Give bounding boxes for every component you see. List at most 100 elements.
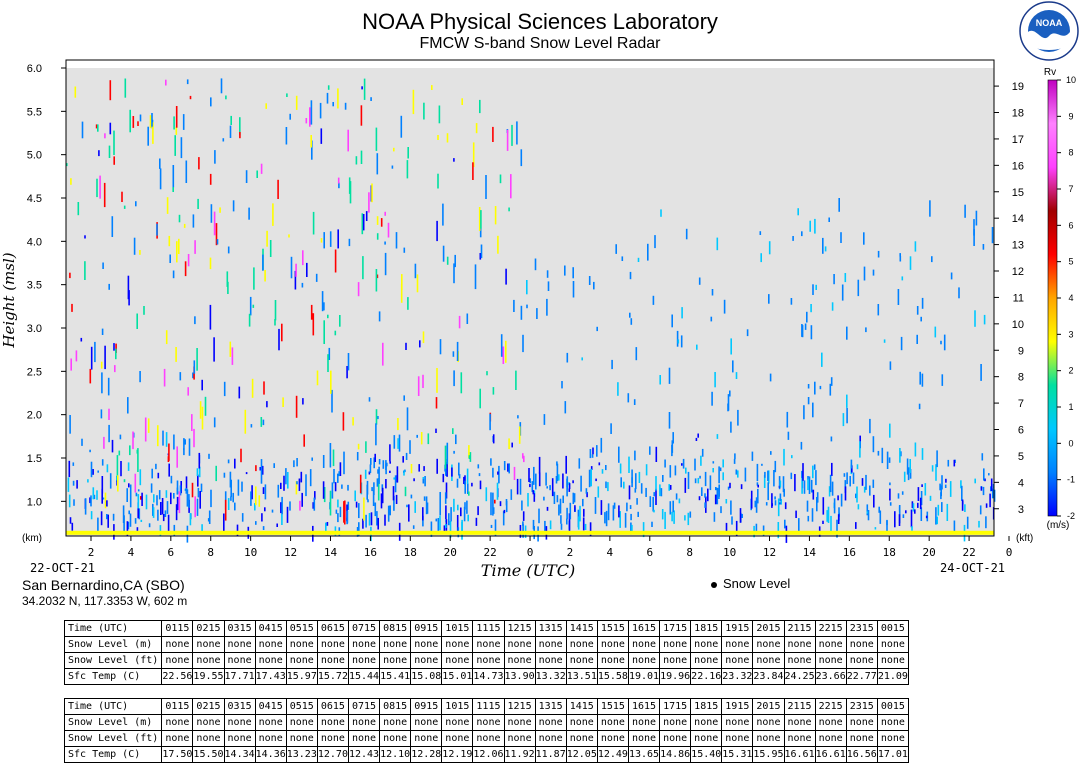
radar-echo [403, 247, 406, 253]
radar-echo [863, 266, 866, 281]
radar-echo [320, 238, 323, 243]
radar-echo [213, 211, 216, 236]
radar-echo [897, 493, 900, 499]
radar-echo [209, 257, 212, 270]
x-tick-label: 8 [686, 546, 693, 559]
radar-echo [445, 524, 447, 528]
radar-echo [315, 273, 318, 282]
radar-echo [654, 235, 656, 249]
radar-echo [533, 466, 535, 485]
radar-echo [347, 484, 349, 491]
radar-echo [301, 492, 303, 507]
radar-echo [517, 415, 519, 419]
radar-echo [348, 238, 351, 247]
radar-echo [909, 459, 911, 473]
radar-echo [157, 425, 159, 447]
radar-echo [961, 499, 964, 511]
radar-echo [281, 323, 283, 342]
table-cell: none [441, 636, 474, 653]
radar-echo [803, 405, 805, 420]
table-cell: none [534, 714, 567, 731]
radar-echo [466, 468, 469, 484]
table-cell: none [690, 652, 723, 669]
radar-echo [162, 430, 164, 446]
table-cell: 1415 [565, 620, 598, 637]
radar-echo [185, 488, 188, 494]
radar-echo [191, 482, 194, 498]
x-tick-label: 12 [763, 546, 776, 559]
table-cell: none [721, 652, 754, 669]
radar-echo [401, 274, 403, 290]
radar-echo [490, 524, 493, 528]
table-cell: 17.01 [876, 746, 909, 763]
radar-echo [734, 453, 736, 460]
radar-echo [175, 126, 178, 135]
radar-echo [588, 276, 591, 285]
radar-echo [332, 102, 334, 107]
radar-echo [102, 497, 105, 500]
row-label: Time (UTC) [63, 620, 163, 637]
radar-echo [166, 197, 169, 214]
radar-echo [101, 488, 103, 504]
radar-echo [337, 473, 339, 483]
table-cell: none [254, 652, 287, 669]
radar-echo [123, 205, 126, 209]
snow-level-marker-icon [711, 581, 717, 588]
radar-echo [368, 192, 370, 213]
table-cell: none [814, 730, 847, 747]
radar-echo [140, 496, 142, 500]
radar-echo [84, 498, 87, 515]
radar-echo [223, 513, 225, 531]
radar-echo [975, 210, 978, 226]
table-cell: none [379, 636, 412, 653]
radar-echo [830, 377, 833, 386]
radar-echo [591, 454, 594, 458]
radar-echo [255, 465, 257, 472]
radar-echo [416, 274, 419, 293]
radar-echo [722, 472, 724, 481]
radar-echo [337, 513, 339, 523]
colorbar-tick-label: 10 [1066, 75, 1076, 85]
radar-echo [423, 496, 426, 501]
radar-echo [675, 493, 678, 500]
radar-echo [93, 494, 96, 500]
table-cell: none [752, 730, 785, 747]
radar-echo [865, 327, 867, 333]
radar-echo [831, 481, 834, 496]
radar-echo [285, 468, 287, 485]
radar-echo [526, 304, 528, 309]
radar-echo [157, 509, 159, 521]
radar-echo [678, 498, 681, 504]
radar-echo [727, 486, 730, 490]
radar-echo [804, 323, 807, 330]
x-tick-label: 2 [88, 546, 95, 559]
radar-echo [286, 506, 289, 523]
radar-echo [454, 254, 456, 268]
radar-echo [156, 223, 158, 236]
table-cell: 12.70 [316, 746, 349, 763]
radar-echo [343, 451, 345, 475]
radar-echo [812, 489, 815, 500]
radar-echo [581, 357, 583, 361]
radar-echo [197, 198, 199, 209]
radar-echo [461, 519, 463, 537]
radar-echo [866, 511, 869, 514]
table-cell: none [845, 730, 878, 747]
radar-echo [376, 233, 379, 240]
radar-echo [134, 473, 137, 493]
radar-echo [106, 500, 108, 507]
radar-echo [76, 480, 78, 489]
radar-echo [101, 372, 103, 394]
radar-echo [223, 381, 226, 397]
radar-echo [564, 265, 566, 276]
radar-echo [342, 412, 345, 431]
radar-echo [566, 352, 569, 363]
radar-echo [556, 461, 558, 466]
table-row: Snow Level (ft) none none none none none none n… [63, 652, 909, 669]
radar-echo [165, 490, 168, 498]
radar-echo [506, 129, 509, 151]
radar-echo [375, 423, 377, 446]
radar-echo [807, 476, 809, 480]
radar-echo [213, 337, 215, 362]
radar-echo [261, 513, 263, 522]
